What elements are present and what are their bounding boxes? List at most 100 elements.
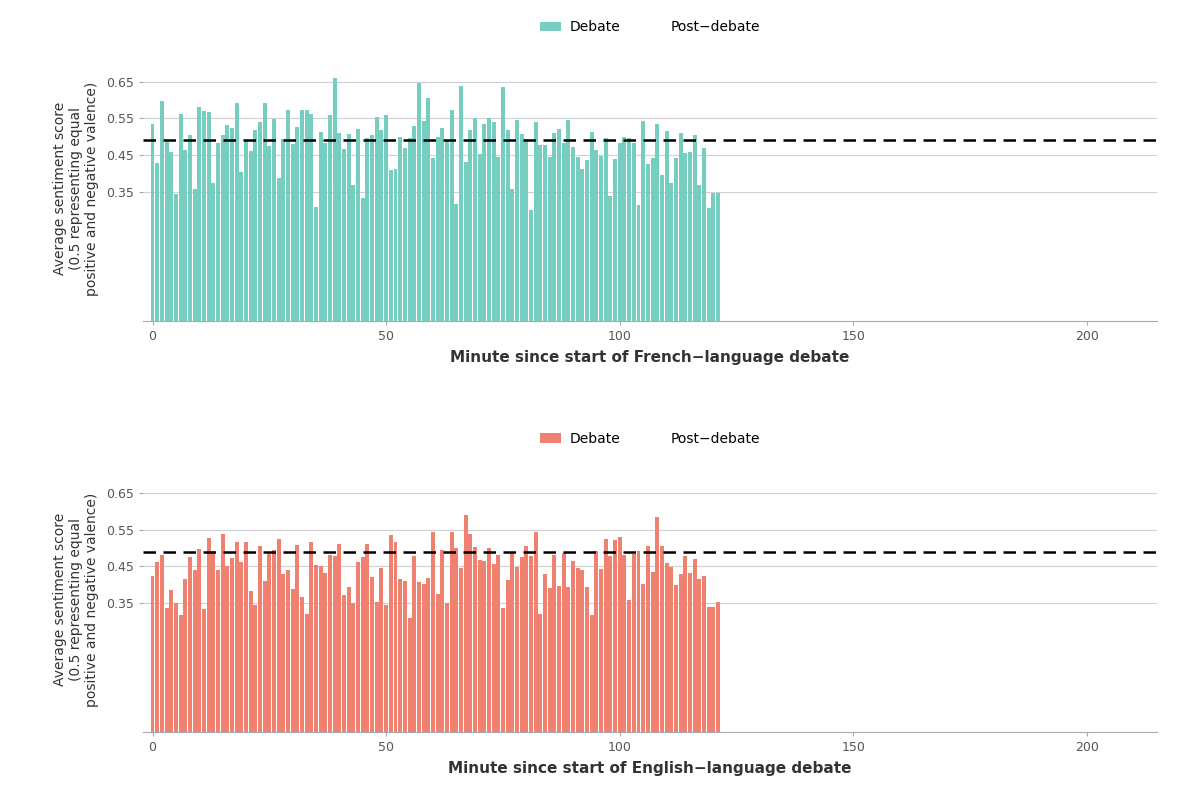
Bar [174, 194, 178, 321]
Bar [477, 154, 482, 321]
Bar [398, 138, 402, 321]
Bar [413, 556, 416, 732]
Bar [688, 152, 692, 321]
Bar [655, 123, 660, 321]
Bar [360, 557, 365, 732]
Bar [184, 579, 187, 732]
Bar [585, 587, 589, 732]
Bar [585, 161, 589, 321]
Bar [179, 615, 183, 732]
Bar [169, 590, 173, 732]
Bar [618, 142, 622, 321]
Bar [645, 165, 650, 321]
Bar [319, 132, 323, 321]
Bar [258, 546, 262, 732]
Bar [450, 533, 453, 732]
Bar [277, 540, 280, 732]
Bar [515, 120, 519, 321]
Bar [665, 564, 668, 732]
Bar [375, 117, 379, 321]
Bar [155, 163, 159, 321]
Bar [245, 541, 248, 732]
Bar [240, 172, 243, 321]
Bar [477, 560, 482, 732]
Bar [225, 125, 229, 321]
Y-axis label: Average sentiment score
(0.5 representing equal
positive and negative valence): Average sentiment score (0.5 representin… [52, 493, 99, 707]
Bar [469, 130, 472, 321]
Bar [357, 562, 360, 732]
Bar [333, 78, 336, 321]
Bar [594, 150, 599, 321]
Bar [211, 551, 215, 732]
Bar [184, 150, 187, 321]
Bar [552, 133, 556, 321]
Bar [347, 134, 351, 321]
Bar [347, 587, 351, 732]
Bar [459, 86, 463, 321]
Bar [641, 121, 645, 321]
Bar [464, 162, 468, 321]
Bar [679, 574, 682, 732]
Bar [197, 107, 202, 321]
Bar [296, 127, 299, 321]
Bar [525, 139, 528, 321]
Bar [416, 582, 421, 732]
Bar [487, 548, 492, 732]
Bar [413, 127, 416, 321]
Legend: Debate, Post−debate: Debate, Post−debate [534, 426, 766, 451]
Bar [450, 110, 453, 321]
Bar [589, 132, 594, 321]
Bar [421, 122, 426, 321]
Bar [253, 605, 258, 732]
Bar [562, 143, 565, 321]
Bar [342, 595, 346, 732]
Bar [533, 533, 538, 732]
Bar [455, 205, 458, 321]
Bar [567, 587, 570, 732]
Bar [435, 137, 439, 321]
Bar [445, 603, 449, 732]
Bar [216, 570, 220, 732]
Bar [206, 538, 211, 732]
Bar [216, 143, 220, 321]
Y-axis label: Average sentiment score
(0.5 representing equal
positive and negative valence): Average sentiment score (0.5 representin… [52, 81, 99, 295]
Bar [594, 551, 599, 732]
Bar [693, 559, 697, 732]
Bar [323, 573, 327, 732]
X-axis label: Minute since start of English−language debate: Minute since start of English−language d… [449, 761, 852, 776]
Bar [464, 515, 468, 732]
Bar [277, 178, 280, 321]
Bar [267, 146, 271, 321]
Bar [669, 183, 673, 321]
Bar [576, 568, 580, 732]
Bar [370, 135, 375, 321]
Bar [706, 208, 711, 321]
Bar [389, 170, 392, 321]
Bar [338, 133, 341, 321]
Bar [520, 134, 524, 321]
Bar [286, 110, 290, 321]
Bar [543, 574, 548, 732]
Bar [679, 134, 682, 321]
Bar [230, 128, 234, 321]
Bar [165, 607, 168, 732]
Bar [370, 577, 375, 732]
Bar [165, 142, 168, 321]
Bar [716, 602, 719, 732]
Bar [245, 140, 248, 321]
Bar [248, 150, 253, 321]
Bar [706, 607, 711, 732]
Bar [469, 533, 472, 732]
Bar [487, 118, 492, 321]
Bar [604, 539, 607, 732]
Bar [688, 573, 692, 732]
Bar [571, 561, 575, 732]
Bar [272, 550, 276, 732]
Bar [323, 142, 327, 321]
Bar [403, 581, 407, 732]
Bar [435, 594, 439, 732]
Bar [258, 122, 262, 321]
Bar [711, 193, 716, 321]
Bar [160, 100, 163, 321]
Bar [230, 559, 234, 732]
